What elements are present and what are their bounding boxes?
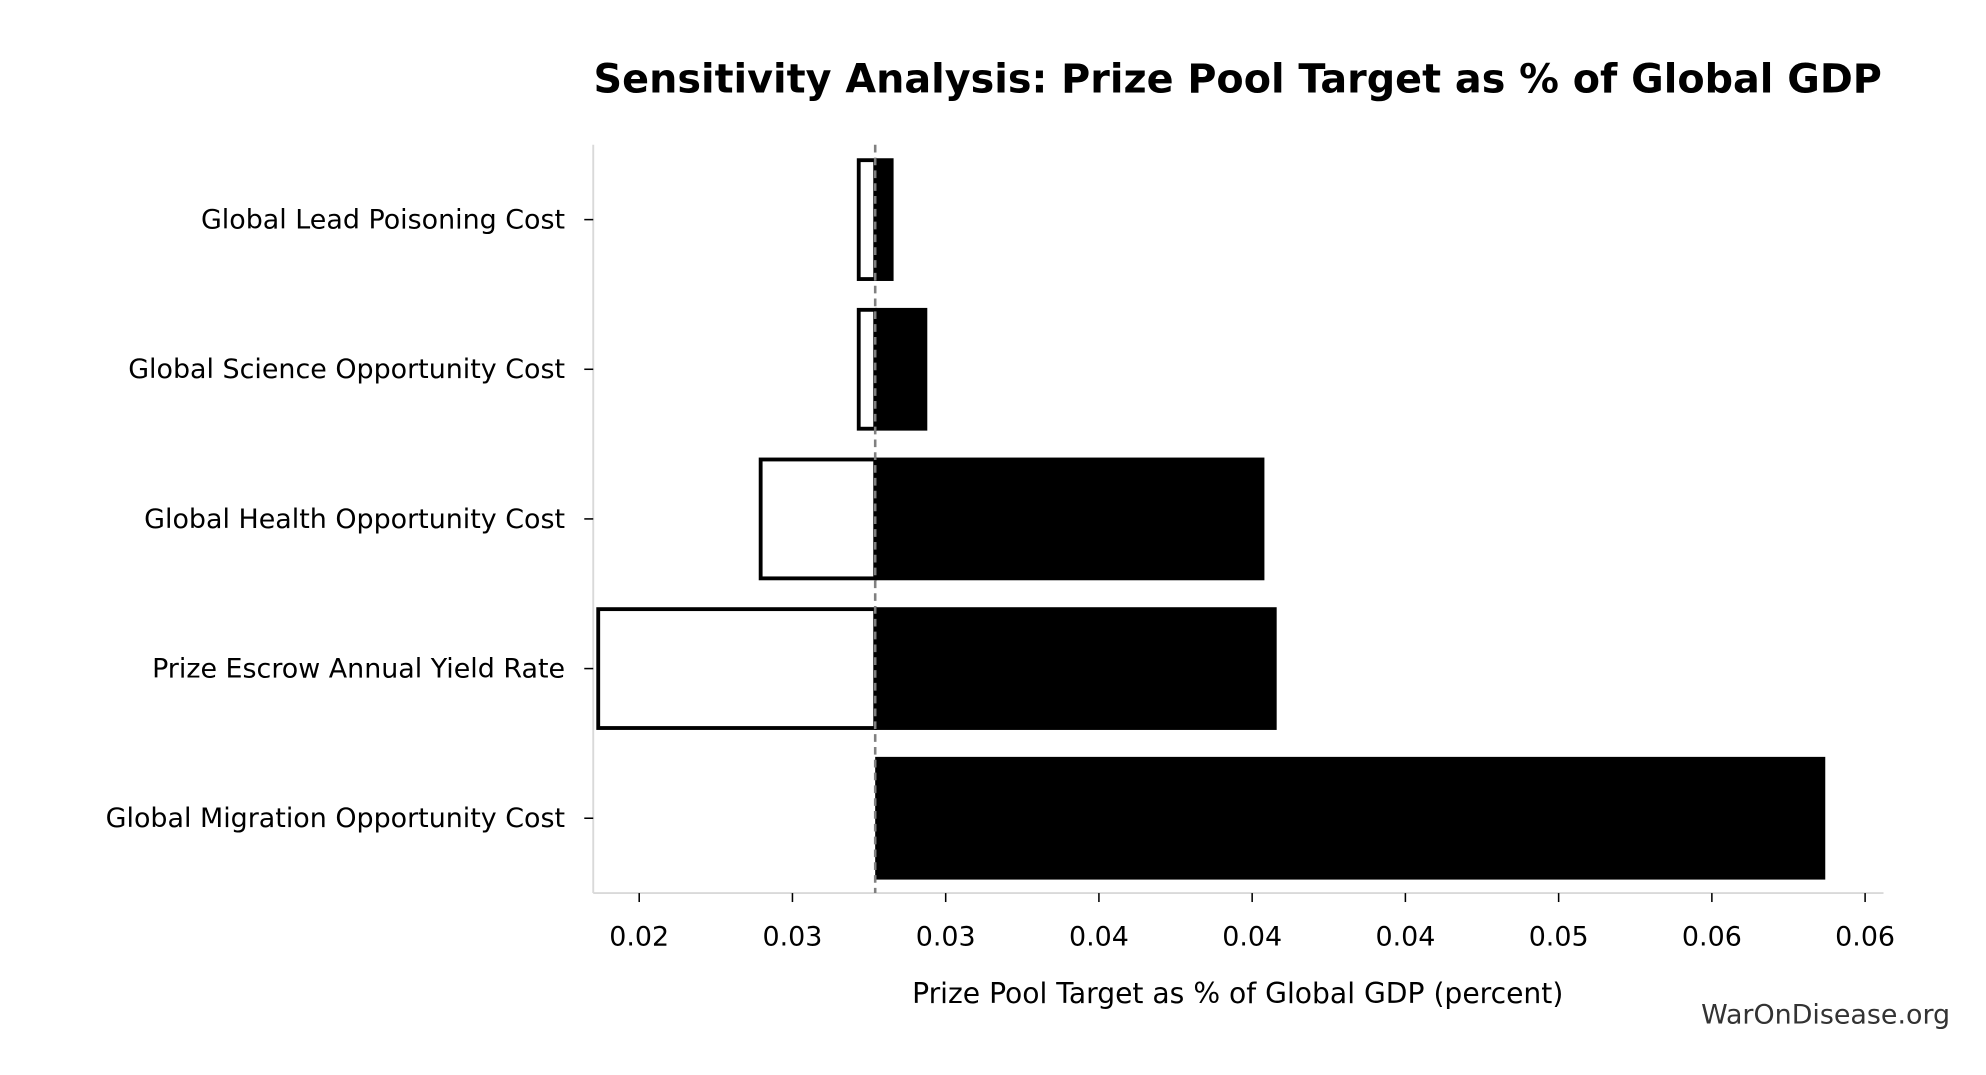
bar-low [596,607,878,730]
bar-high [875,756,1826,880]
bars-group [596,158,1826,880]
bar-high [875,607,1277,730]
x-tick-label: 0.04 [1222,922,1282,953]
x-ticks: 0.02 0.03 0.03 0.04 0.04 0.04 0.05 0.06 0.06 [609,893,1895,953]
x-tick-label: 0.04 [1069,922,1129,953]
bar-high [875,158,894,281]
bar-low [856,158,878,281]
y-tick-label: Prize Escrow Annual Yield Rate [152,654,565,685]
y-tick-label: Global Lead Poisoning Cost [201,205,565,236]
chart-title: Sensitivity Analysis: Prize Pool Target … [594,56,1882,102]
x-tick-label: 0.04 [1375,922,1435,953]
y-ticks: Global Lead Poisoning Cost Global Science… [106,205,594,834]
x-tick-label: 0.03 [763,922,823,953]
x-tick-label: 0.03 [916,922,976,953]
x-axis-label: Prize Pool Target as % of Global GDP (pe… [912,977,1563,1010]
bar-high [875,457,1265,581]
y-tick-label: Global Health Opportunity Cost [144,504,565,535]
x-tick-label: 0.06 [1682,922,1742,953]
y-tick-label: Global Science Opportunity Cost [128,354,565,385]
x-tick-label: 0.02 [609,922,669,953]
watermark: WarOnDisease.org [1701,1000,1950,1031]
bar-high [875,307,928,431]
y-tick-label: Global Migration Opportunity Cost [106,803,565,834]
bar-low [758,457,878,581]
x-tick-label: 0.05 [1529,922,1589,953]
bar-low [856,307,878,431]
x-tick-label: 0.06 [1835,922,1895,953]
